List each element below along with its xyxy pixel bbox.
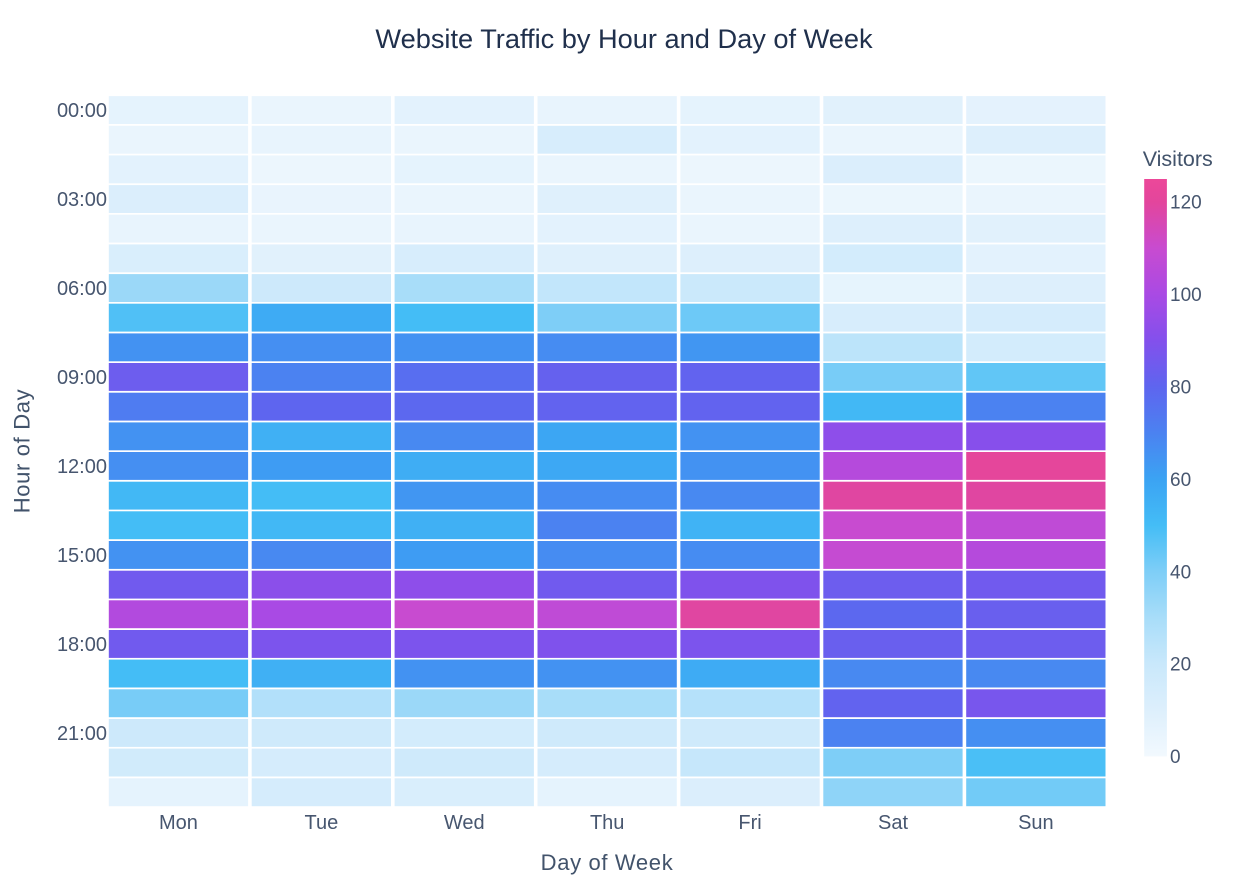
svg-text:Tue: Tue [305,812,339,834]
svg-text:Thu: Thu [590,812,624,834]
svg-text:00:00: 00:00 [57,100,107,122]
svg-text:Sun: Sun [1018,812,1054,834]
svg-text:21:00: 21:00 [57,723,107,745]
svg-text:09:00: 09:00 [57,367,107,389]
svg-text:Mon: Mon [159,812,198,834]
svg-text:100: 100 [1170,285,1202,306]
svg-text:40: 40 [1170,562,1191,583]
svg-text:Hour of Day: Hour of Day [10,389,35,514]
svg-text:20: 20 [1170,655,1191,676]
svg-text:12:00: 12:00 [57,456,107,478]
svg-text:Visitors: Visitors [1143,147,1213,171]
svg-text:06:00: 06:00 [57,278,107,300]
svg-text:15:00: 15:00 [57,545,107,567]
svg-text:80: 80 [1170,377,1191,398]
svg-text:Wed: Wed [444,812,485,834]
svg-text:60: 60 [1170,470,1191,491]
svg-text:Website Traffic by Hour and Da: Website Traffic by Hour and Day of Week [375,23,873,54]
svg-text:120: 120 [1170,193,1202,214]
svg-text:03:00: 03:00 [57,189,107,211]
svg-text:Fri: Fri [738,812,761,834]
svg-text:0: 0 [1170,747,1181,768]
svg-text:18:00: 18:00 [57,634,107,656]
svg-text:Day of Week: Day of Week [541,850,674,875]
svg-text:Sat: Sat [878,812,908,834]
